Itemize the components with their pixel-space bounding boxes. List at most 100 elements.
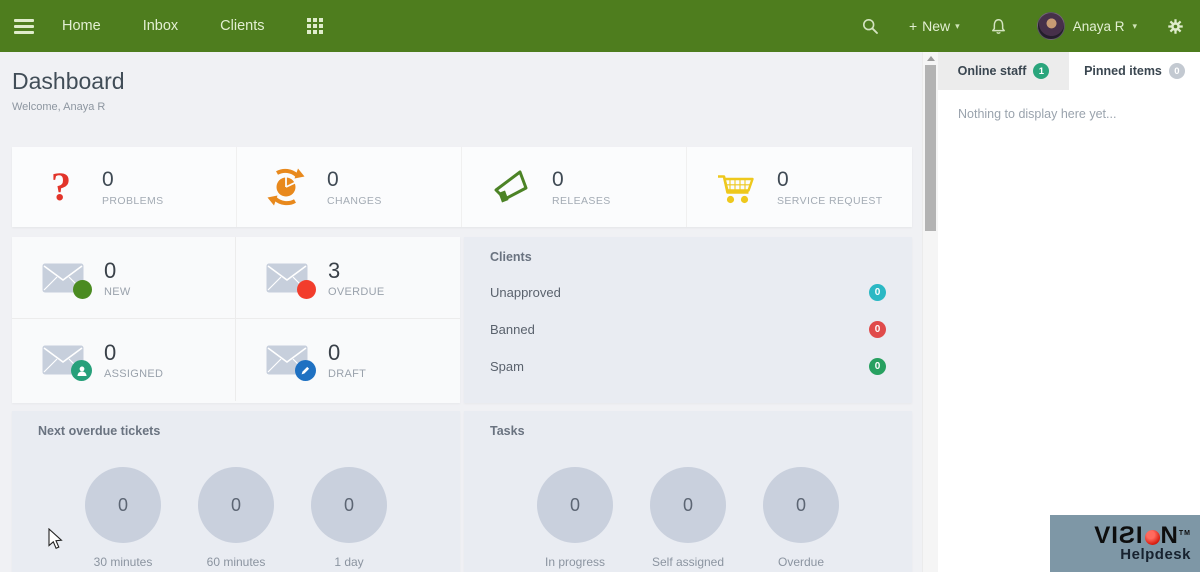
pinned-items-count-badge: 0 [1168, 63, 1185, 79]
ticket-label: OVERDUE [328, 285, 385, 298]
envelope-icon [266, 263, 316, 299]
hamburger-menu-icon[interactable] [14, 18, 34, 34]
envelope-icon [42, 263, 92, 299]
tasks-panel-title: Tasks [490, 424, 525, 438]
apps-grid-icon[interactable] [306, 18, 323, 34]
circle-value: 0 [198, 467, 274, 543]
vertical-scrollbar[interactable] [922, 52, 938, 572]
ticket-value: 0 [328, 340, 341, 365]
settings-gear-icon[interactable] [1167, 18, 1184, 35]
next-overdue-panel: Next overdue tickets 0 30 minutes 0 60 m… [12, 411, 460, 572]
user-avatar [1036, 12, 1065, 40]
circle-value: 0 [85, 467, 161, 543]
stat-label: SERVICE REQUEST [777, 194, 883, 207]
count-badge: 0 [869, 284, 886, 301]
client-row-banned[interactable]: Banned 0 [490, 321, 886, 338]
main-content: Dashboard Welcome, Anaya R ? 0 PROBLEMS [0, 52, 922, 572]
new-button-label: New [922, 18, 951, 34]
stat-label: RELEASES [552, 194, 611, 207]
plus-icon: + [908, 18, 918, 34]
ticket-stats-grid: 0 NEW 3 OVERDUE [12, 237, 460, 403]
question-mark-icon: ? [51, 164, 71, 209]
clients-panel: Clients Unapproved 0 Banned 0 Spam 0 [464, 237, 912, 403]
nav-item-home[interactable]: Home [62, 18, 101, 34]
scroll-up-arrow-icon[interactable] [927, 56, 935, 61]
logo-trademark: TM [1178, 530, 1191, 537]
envelope-icon [266, 345, 316, 381]
tab-pinned-items[interactable]: Pinned items 0 [1069, 52, 1200, 90]
scrollbar-thumb[interactable] [925, 65, 936, 231]
ticket-stat-overdue[interactable]: 3 OVERDUE [236, 237, 460, 319]
stat-problems[interactable]: ? 0 PROBLEMS [12, 147, 237, 227]
logo-o-dot-icon [1144, 529, 1160, 545]
stat-value: 0 [102, 167, 114, 191]
tasks-circle-self-assigned[interactable]: 0 Self assigned [650, 467, 726, 569]
ticket-value: 0 [104, 257, 117, 283]
overdue-circle-1day[interactable]: 0 1 day [311, 467, 387, 569]
overdue-dot-badge [297, 279, 316, 299]
cart-icon [713, 170, 759, 205]
nav-item-clients[interactable]: Clients [220, 18, 265, 34]
tasks-panel: Tasks 0 In progress 0 Self assigned 0 Ov… [464, 411, 912, 572]
user-menu[interactable]: Anaya R ▾ [1036, 12, 1137, 40]
stat-value: 0 [552, 167, 564, 191]
circle-label: Overdue [777, 555, 825, 569]
stat-value: 0 [327, 167, 339, 191]
tab-label: Online staff [957, 64, 1027, 78]
stat-changes[interactable]: 0 CHANGES [237, 147, 462, 227]
top-navbar: Home Inbox Clients + New ▾ Anaya R ▾ [0, 0, 1200, 52]
circle-value: 0 [537, 467, 613, 543]
notifications-bell-icon[interactable] [990, 18, 1007, 35]
circle-label: 1 day [334, 555, 364, 569]
client-row-unapproved[interactable]: Unapproved 0 [490, 284, 886, 301]
draft-pencil-badge [295, 360, 316, 381]
count-badge: 0 [869, 358, 886, 375]
welcome-text: Welcome, Anaya R [12, 101, 106, 113]
ticket-stat-draft[interactable]: 0 DRAFT [236, 319, 460, 401]
ticket-stat-assigned[interactable]: 0 ASSIGNED [12, 319, 236, 401]
clients-panel-title: Clients [490, 250, 532, 264]
logo-product-name: Helpdesk [1120, 546, 1191, 563]
stat-service-request[interactable]: 0 SERVICE REQUEST [687, 147, 912, 227]
page-title: Dashboard [12, 68, 125, 94]
tasks-circle-in-progress[interactable]: 0 In progress [537, 467, 613, 569]
megaphone-icon [488, 167, 534, 207]
search-icon[interactable] [862, 18, 879, 35]
new-button[interactable]: + New ▾ [909, 18, 960, 34]
ticket-value: 0 [104, 340, 117, 365]
right-sidebar: Online staff 1 Pinned items 0 Nothing to… [938, 52, 1200, 572]
stat-label: PROBLEMS [102, 194, 164, 207]
next-overdue-title: Next overdue tickets [38, 424, 161, 438]
ticket-stat-new[interactable]: 0 NEW [12, 237, 236, 319]
overdue-circle-30min[interactable]: 0 30 minutes [85, 467, 161, 569]
tab-label: Pinned items [1084, 64, 1162, 78]
change-cycle-icon [263, 166, 309, 208]
ticket-label: ASSIGNED [104, 368, 164, 380]
caret-down-icon: ▾ [955, 20, 960, 31]
vision-helpdesk-logo: VIƧI N TM Helpdesk [1050, 515, 1200, 572]
ticket-label: DRAFT [328, 368, 367, 380]
online-staff-count-badge: 1 [1033, 63, 1050, 79]
ticket-label: NEW [104, 285, 131, 298]
circle-value: 0 [763, 467, 839, 543]
client-row-label: Banned [490, 322, 535, 337]
logo-brand-start: VIƧI [1094, 522, 1144, 549]
tab-online-staff[interactable]: Online staff 1 [938, 52, 1069, 90]
stat-releases[interactable]: 0 RELEASES [462, 147, 687, 227]
assigned-person-badge [71, 360, 92, 381]
circle-value: 0 [311, 467, 387, 543]
user-name: Anaya R [1072, 18, 1125, 34]
new-dot-badge [73, 279, 92, 299]
circle-value: 0 [650, 467, 726, 543]
ticket-value: 3 [328, 257, 341, 283]
count-badge: 0 [869, 321, 886, 338]
overdue-circle-60min[interactable]: 0 60 minutes [198, 467, 274, 569]
stats-row: ? 0 PROBLEMS [12, 147, 912, 227]
circle-label: 60 minutes [206, 555, 266, 569]
circle-label: 30 minutes [93, 555, 153, 569]
tasks-circle-overdue[interactable]: 0 Overdue [763, 467, 839, 569]
client-row-label: Spam [490, 359, 524, 374]
nav-item-inbox[interactable]: Inbox [142, 18, 179, 34]
circle-label: In progress [544, 555, 606, 569]
client-row-spam[interactable]: Spam 0 [490, 358, 886, 375]
